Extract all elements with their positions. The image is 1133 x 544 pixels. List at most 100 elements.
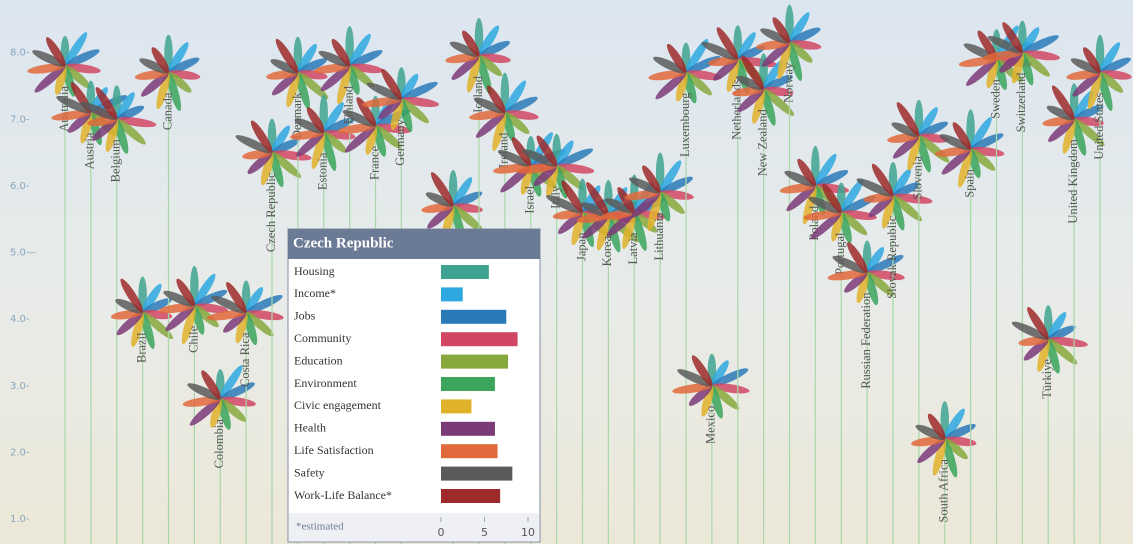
petal bbox=[452, 205, 484, 233]
y-axis: 1.0- 2.0- 3.0- 4.0- 5.0— 6.0- 7.0- 8.0- bbox=[10, 48, 36, 525]
petal bbox=[622, 212, 636, 250]
petal bbox=[605, 198, 635, 214]
petal bbox=[323, 132, 347, 153]
flower[interactable] bbox=[1042, 83, 1107, 157]
petal bbox=[504, 96, 538, 114]
flower[interactable] bbox=[1066, 34, 1133, 113]
tooltip-bar bbox=[441, 354, 508, 369]
petal bbox=[399, 99, 413, 132]
petal bbox=[533, 165, 557, 187]
petal bbox=[80, 101, 117, 121]
petal bbox=[400, 73, 419, 100]
petal bbox=[672, 383, 712, 394]
flower[interactable] bbox=[134, 34, 201, 113]
petal bbox=[713, 58, 739, 81]
petal bbox=[271, 125, 290, 153]
petal bbox=[701, 385, 714, 417]
petal bbox=[361, 97, 402, 108]
petal bbox=[892, 195, 922, 222]
petal bbox=[271, 139, 300, 154]
petal bbox=[462, 30, 480, 57]
petal bbox=[561, 180, 584, 213]
flower[interactable] bbox=[445, 17, 512, 96]
petal bbox=[1022, 50, 1060, 61]
petal bbox=[808, 196, 842, 214]
petal bbox=[1027, 306, 1049, 340]
petal bbox=[789, 42, 813, 63]
petal bbox=[1002, 22, 1023, 53]
petal bbox=[784, 170, 816, 187]
petal bbox=[331, 38, 351, 67]
petal bbox=[688, 385, 713, 406]
flower[interactable] bbox=[672, 353, 750, 419]
flower[interactable] bbox=[934, 109, 1005, 189]
flower[interactable] bbox=[803, 177, 878, 245]
tooltip-bar bbox=[441, 466, 513, 481]
petal bbox=[322, 132, 337, 172]
petal bbox=[536, 135, 558, 167]
flower[interactable] bbox=[158, 265, 229, 346]
petal bbox=[235, 312, 248, 344]
petal bbox=[624, 190, 661, 200]
flower[interactable] bbox=[887, 99, 952, 174]
petal bbox=[56, 95, 91, 114]
flower[interactable] bbox=[624, 152, 695, 233]
petal bbox=[918, 107, 938, 137]
petal bbox=[660, 176, 693, 194]
country-label: South Africa bbox=[937, 459, 951, 523]
flower[interactable] bbox=[910, 401, 977, 479]
petal bbox=[64, 49, 100, 67]
flower[interactable] bbox=[313, 25, 384, 106]
country-label: Colombia bbox=[212, 419, 226, 469]
tooltip-title: Czech Republic bbox=[293, 235, 394, 251]
flower[interactable] bbox=[206, 280, 284, 346]
petal bbox=[297, 58, 328, 74]
y-tick-label: 2.0- bbox=[10, 447, 30, 458]
tooltip-tick-label: 5 bbox=[481, 526, 488, 539]
petal bbox=[141, 312, 155, 349]
country-label: Türkiye bbox=[1040, 359, 1054, 399]
country-label: Norway bbox=[781, 62, 795, 103]
petal bbox=[193, 273, 216, 306]
flower[interactable] bbox=[289, 94, 356, 173]
tooltip-category: Life Satisfaction bbox=[294, 443, 374, 457]
petal bbox=[711, 383, 750, 394]
petal bbox=[629, 177, 661, 194]
flower[interactable] bbox=[469, 72, 540, 153]
petal bbox=[810, 212, 842, 240]
petal bbox=[944, 408, 965, 440]
flower[interactable] bbox=[1010, 305, 1088, 375]
flower[interactable] bbox=[855, 161, 933, 232]
petal bbox=[642, 165, 661, 193]
petal bbox=[318, 50, 350, 67]
flower[interactable] bbox=[182, 363, 257, 431]
petal bbox=[1098, 72, 1113, 112]
flower[interactable] bbox=[79, 85, 157, 155]
flower[interactable] bbox=[361, 67, 439, 133]
y-tick-label: 1.0- bbox=[10, 514, 30, 525]
tooltip-bar bbox=[441, 332, 518, 347]
petal bbox=[691, 355, 713, 386]
petal bbox=[1051, 85, 1075, 120]
petal bbox=[521, 149, 557, 167]
flower[interactable] bbox=[516, 133, 595, 199]
petal bbox=[970, 148, 996, 171]
petal bbox=[401, 97, 439, 107]
flower[interactable] bbox=[982, 20, 1060, 86]
petal bbox=[167, 72, 182, 112]
petal bbox=[245, 287, 264, 313]
flower[interactable] bbox=[755, 4, 822, 83]
flower[interactable] bbox=[110, 276, 175, 350]
petal bbox=[427, 205, 454, 229]
flower[interactable] bbox=[234, 118, 312, 188]
petal bbox=[504, 112, 530, 135]
flower[interactable] bbox=[266, 36, 331, 111]
petal bbox=[275, 38, 299, 73]
petal bbox=[939, 134, 971, 151]
tooltip-category: Safety bbox=[294, 465, 325, 479]
tooltip-bar bbox=[441, 309, 507, 324]
petal bbox=[260, 152, 274, 186]
flower[interactable] bbox=[731, 53, 796, 127]
flower[interactable] bbox=[827, 240, 905, 306]
petal bbox=[247, 152, 273, 175]
